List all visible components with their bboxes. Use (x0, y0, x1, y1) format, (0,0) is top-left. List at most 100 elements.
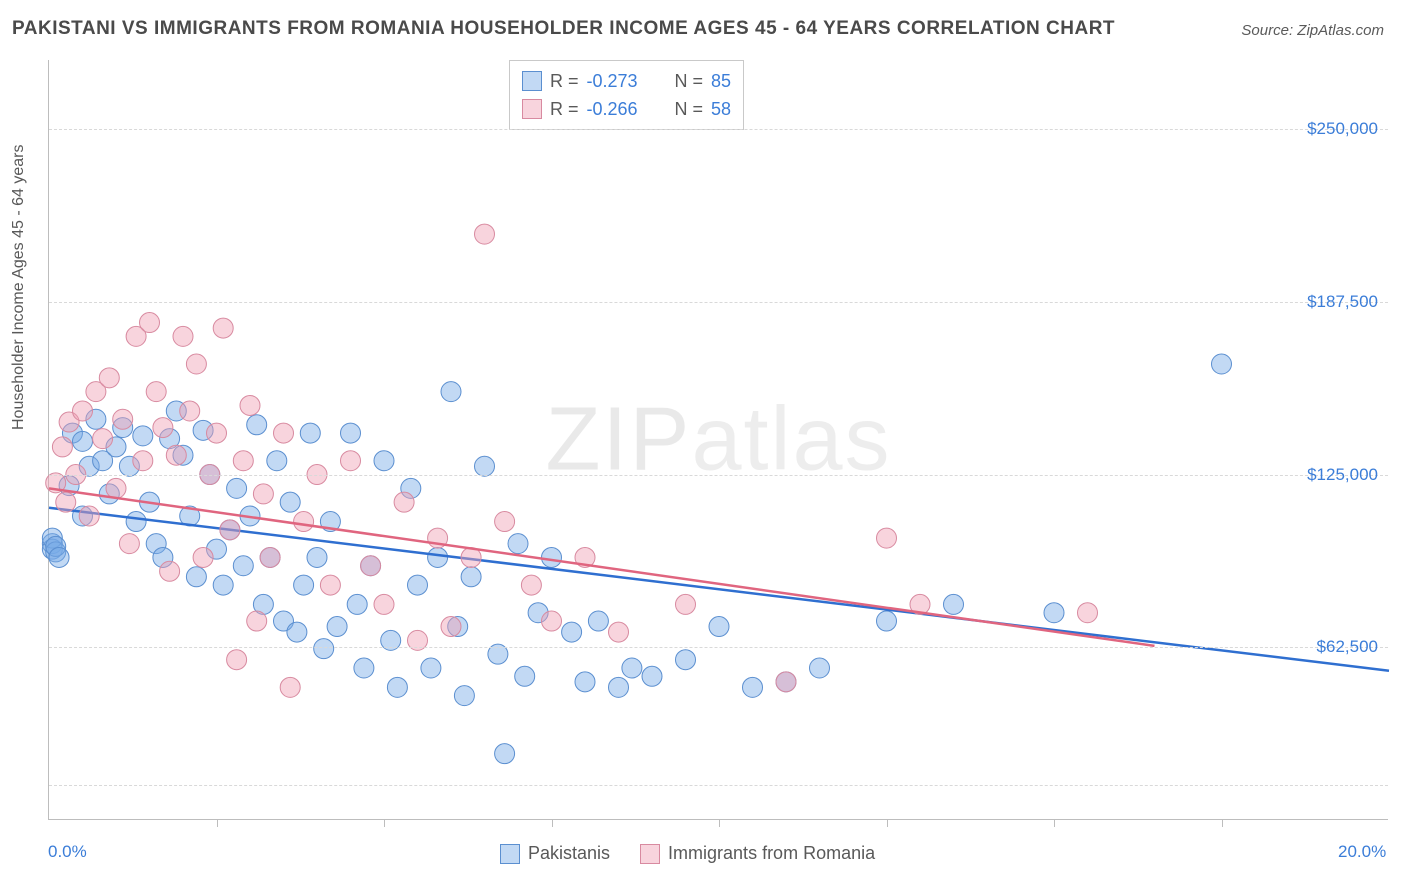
scatter-point-pakistanis (186, 567, 206, 587)
y-tick-label: $62,500 (1317, 637, 1378, 657)
scatter-point-romania (160, 561, 180, 581)
scatter-point-romania (247, 611, 267, 631)
scatter-point-pakistanis (810, 658, 830, 678)
scatter-point-romania (180, 401, 200, 421)
scatter-point-pakistanis (542, 547, 562, 567)
scatter-point-pakistanis (642, 666, 662, 686)
scatter-point-romania (361, 556, 381, 576)
scatter-point-pakistanis (341, 423, 361, 443)
scatter-point-romania (609, 622, 629, 642)
scatter-point-pakistanis (233, 556, 253, 576)
scatter-point-pakistanis (421, 658, 441, 678)
scatter-point-pakistanis (495, 744, 515, 764)
legend-item-1: Pakistanis (500, 843, 610, 864)
scatter-point-pakistanis (73, 431, 93, 451)
scatter-point-romania (253, 484, 273, 504)
scatter-point-romania (93, 429, 113, 449)
scatter-point-romania (877, 528, 897, 548)
scatter-point-romania (52, 437, 72, 457)
scatter-point-pakistanis (374, 451, 394, 471)
scatter-point-romania (79, 506, 99, 526)
legend-item-2: Immigrants from Romania (640, 843, 875, 864)
scatter-point-romania (227, 650, 247, 670)
gridline-h (49, 302, 1388, 303)
scatter-point-romania (233, 451, 253, 471)
scatter-point-romania (153, 418, 173, 438)
x-tick-mark (719, 819, 720, 827)
scatter-point-pakistanis (1212, 354, 1232, 374)
scatter-point-romania (99, 368, 119, 388)
scatter-point-romania (294, 512, 314, 532)
scatter-point-romania (173, 326, 193, 346)
scatter-point-pakistanis (709, 617, 729, 637)
scatter-point-pakistanis (280, 492, 300, 512)
chart-title: PAKISTANI VS IMMIGRANTS FROM ROMANIA HOU… (12, 18, 1115, 40)
scatter-point-romania (280, 677, 300, 697)
scatter-point-romania (56, 492, 76, 512)
legend-label: Pakistanis (528, 843, 610, 864)
x-tick-label: 0.0% (48, 842, 87, 862)
scatter-point-romania (207, 423, 227, 443)
x-tick-mark (1054, 819, 1055, 827)
scatter-point-romania (341, 451, 361, 471)
scatter-point-pakistanis (408, 575, 428, 595)
x-tick-mark (887, 819, 888, 827)
scatter-point-pakistanis (622, 658, 642, 678)
scatter-point-pakistanis (676, 650, 696, 670)
scatter-point-pakistanis (944, 594, 964, 614)
scatter-point-pakistanis (307, 547, 327, 567)
scatter-point-romania (113, 409, 133, 429)
scatter-point-pakistanis (387, 677, 407, 697)
scatter-point-pakistanis (441, 382, 461, 402)
scatter-point-romania (274, 423, 294, 443)
scatter-point-romania (441, 617, 461, 637)
scatter-point-romania (676, 594, 696, 614)
scatter-point-pakistanis (294, 575, 314, 595)
scatter-point-pakistanis (562, 622, 582, 642)
x-tick-mark (217, 819, 218, 827)
scatter-point-romania (119, 534, 139, 554)
y-tick-label: $187,500 (1307, 292, 1378, 312)
scatter-point-pakistanis (609, 677, 629, 697)
scatter-point-pakistanis (300, 423, 320, 443)
scatter-point-romania (475, 224, 495, 244)
scatter-point-pakistanis (575, 672, 595, 692)
swatch-icon (640, 844, 660, 864)
scatter-point-pakistanis (428, 547, 448, 567)
scatter-point-pakistanis (347, 594, 367, 614)
bottom-legend: Pakistanis Immigrants from Romania (500, 843, 875, 864)
x-tick-label: 20.0% (1338, 842, 1386, 862)
y-tick-label: $250,000 (1307, 119, 1378, 139)
x-tick-mark (384, 819, 385, 827)
scatter-point-pakistanis (454, 686, 474, 706)
gridline-h (49, 129, 1388, 130)
scatter-point-pakistanis (49, 547, 69, 567)
y-tick-label: $125,000 (1307, 465, 1378, 485)
scatter-point-romania (166, 445, 186, 465)
scatter-point-pakistanis (227, 478, 247, 498)
scatter-point-pakistanis (247, 415, 267, 435)
source-link[interactable]: ZipAtlas.com (1297, 22, 1384, 39)
scatter-point-pakistanis (1044, 603, 1064, 623)
source-credit: Source: ZipAtlas.com (1241, 22, 1384, 39)
scatter-point-romania (73, 401, 93, 421)
x-tick-mark (1222, 819, 1223, 827)
scatter-point-pakistanis (508, 534, 528, 554)
scatter-svg (49, 60, 1388, 819)
scatter-point-romania (213, 318, 233, 338)
source-label: Source: (1241, 22, 1297, 39)
scatter-point-romania (140, 313, 160, 333)
scatter-point-pakistanis (314, 639, 334, 659)
scatter-point-romania (220, 520, 240, 540)
scatter-point-romania (374, 594, 394, 614)
scatter-point-romania (240, 395, 260, 415)
plot-area: ZIPatlas R = -0.273 N = 85 R = -0.266 N … (48, 60, 1388, 820)
scatter-point-romania (193, 547, 213, 567)
scatter-point-romania (394, 492, 414, 512)
scatter-point-pakistanis (877, 611, 897, 631)
scatter-point-pakistanis (515, 666, 535, 686)
gridline-h (49, 475, 1388, 476)
scatter-point-pakistanis (327, 617, 347, 637)
scatter-point-pakistanis (588, 611, 608, 631)
scatter-point-romania (106, 478, 126, 498)
